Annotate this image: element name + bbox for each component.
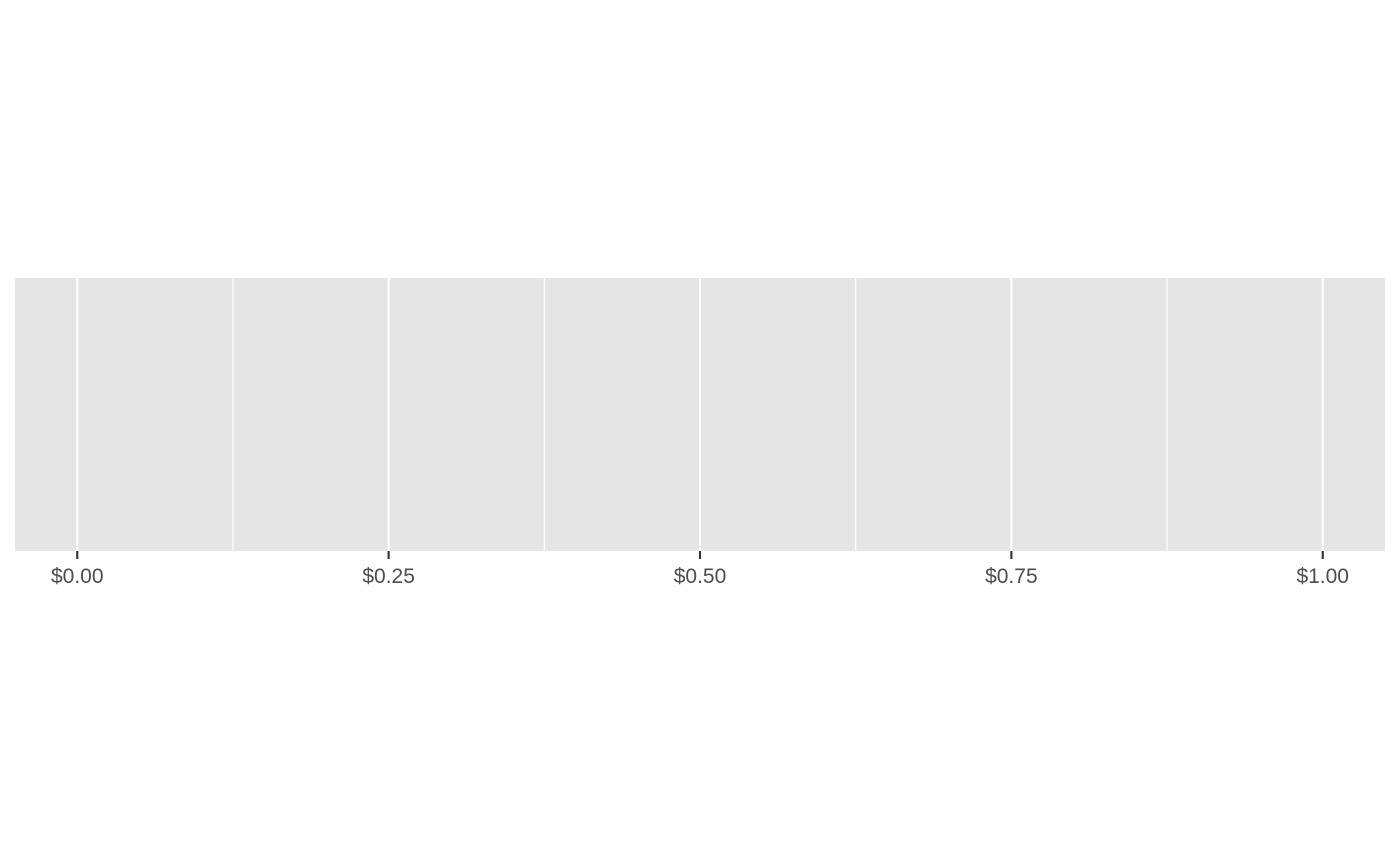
x-tick-label: $1.00 (1296, 565, 1349, 588)
x-tick-label: $0.75 (985, 565, 1038, 588)
x-tick-label: $0.00 (51, 565, 104, 588)
x-tick-label: $0.25 (362, 565, 415, 588)
x-axis-ticks (76, 551, 1324, 559)
x-tick-label: $0.50 (674, 565, 727, 588)
x-axis-labels: $0.00 $0.25 $0.50 $0.75 $1.00 (51, 565, 1349, 588)
minor-gridlines (232, 278, 1168, 551)
major-gridlines (76, 278, 1324, 551)
